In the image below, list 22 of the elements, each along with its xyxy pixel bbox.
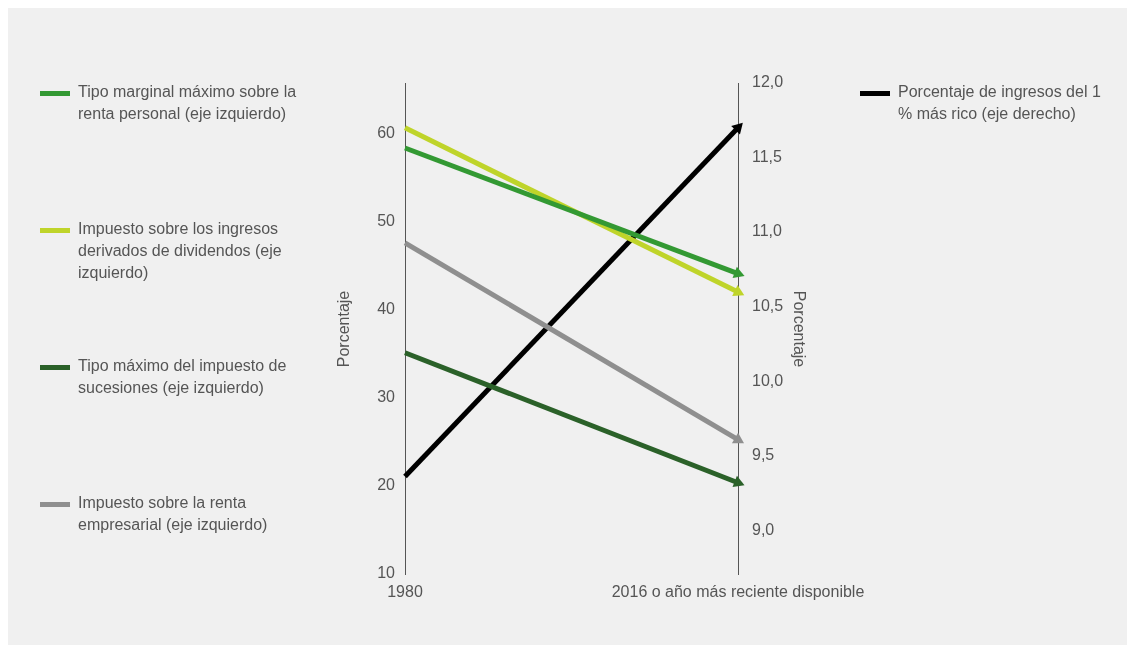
y-axis-title: Porcentaje [335, 290, 353, 368]
y-tick-label: 10 [377, 563, 396, 581]
y2-tick-label: 10,0 [752, 371, 784, 389]
y-tick-label: 60 [377, 124, 396, 142]
legend-label: Impuesto sobre la renta empresarial (eje izquierdo) [78, 494, 268, 534]
y-tick-label: 30 [377, 387, 396, 405]
y-tick-label: 50 [377, 212, 396, 230]
y-tick-label: 40 [377, 300, 396, 318]
y2-tick-label: 11,5 [752, 147, 783, 165]
x-tick-label: 1980 [387, 583, 423, 601]
x-tick-label: 2016 o año más reciente disponible [611, 583, 865, 601]
legend-label: Porcentaje de ingresos del 1 % más rico (eje derecho) [898, 83, 1101, 123]
y2-tick-label: 10,5 [752, 297, 784, 315]
y2-axis-title: Porcentaje [790, 290, 808, 368]
y-tick-label: 20 [377, 475, 396, 493]
y2-tick-label: 11,0 [752, 222, 783, 240]
legend-label: Tipo marginal máximo sobre la renta personal (eje izquierdo) [78, 83, 297, 123]
y2-tick-label: 9,0 [752, 520, 775, 538]
y2-tick-label: 9,5 [752, 446, 775, 464]
legend-label: Impuesto sobre los ingresos derivados de dividendos (eje izquierdo) [78, 220, 282, 282]
y2-tick-label: 12,0 [752, 73, 784, 91]
legend-label: Tipo máximo del impuesto de sucesiones (eje izquierdo) [78, 357, 287, 397]
